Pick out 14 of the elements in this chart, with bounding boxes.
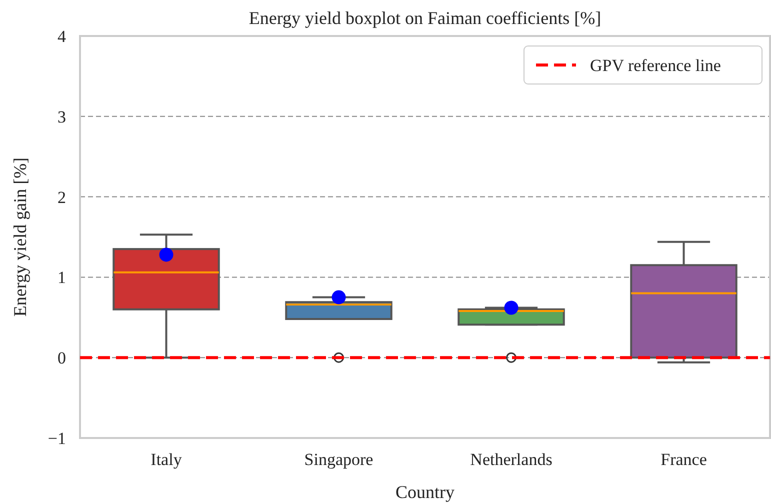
x-tick-label: Netherlands — [470, 450, 552, 469]
legend-label: GPV reference line — [590, 56, 721, 75]
y-tick-label: 4 — [58, 26, 66, 46]
x-axis-title: Country — [395, 482, 455, 502]
chart-title: Energy yield boxplot on Faiman coefficients [%] — [248, 8, 602, 28]
y-tick-label: 0 — [58, 348, 66, 368]
y-tick-label: 1 — [58, 268, 66, 288]
y-axis-title: Energy yield gain [%] — [10, 157, 30, 317]
y-tick-label: 3 — [58, 107, 66, 126]
x-tick-label: Italy — [150, 450, 182, 469]
x-tick-label: Singapore — [304, 450, 374, 469]
y-tick-label: −1 — [48, 428, 66, 448]
x-tick-label: France — [660, 450, 707, 469]
y-tick-label: 2 — [58, 188, 66, 207]
